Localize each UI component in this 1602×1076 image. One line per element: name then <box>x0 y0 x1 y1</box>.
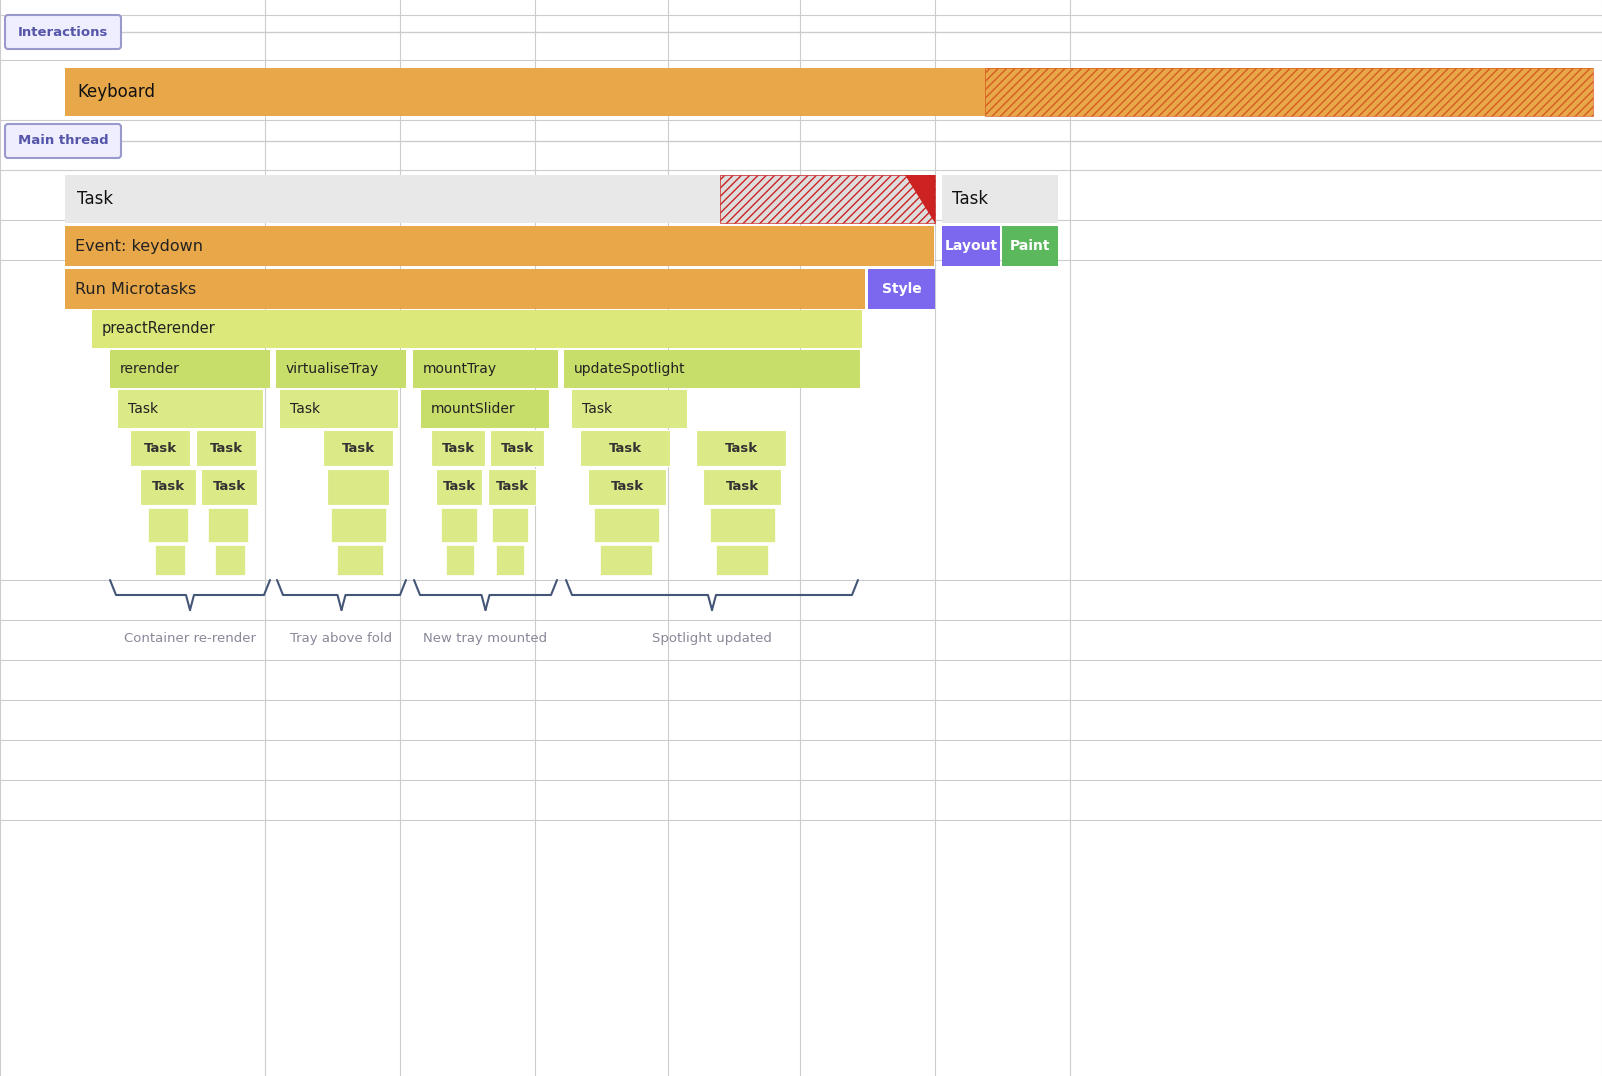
Bar <box>445 546 474 575</box>
Text: Main thread: Main thread <box>18 134 109 147</box>
Bar <box>276 350 405 388</box>
Bar <box>703 469 782 505</box>
Bar <box>601 546 652 575</box>
Text: Task: Task <box>582 402 612 416</box>
Bar <box>588 469 666 505</box>
Bar <box>985 68 1592 116</box>
Bar <box>489 469 537 505</box>
Text: Tray above fold: Tray above fold <box>290 632 392 645</box>
Bar <box>490 430 545 466</box>
Bar <box>130 430 191 466</box>
Bar <box>421 390 549 428</box>
Text: Interactions: Interactions <box>18 26 109 39</box>
Bar <box>492 508 529 542</box>
Bar <box>336 546 383 575</box>
Bar <box>695 430 787 466</box>
Bar <box>324 430 392 466</box>
Bar <box>594 508 658 542</box>
Text: mountSlider: mountSlider <box>431 402 516 416</box>
Bar <box>66 175 719 223</box>
Text: Container re-render: Container re-render <box>123 632 256 645</box>
Text: Task: Task <box>442 481 476 494</box>
Text: Task: Task <box>213 481 245 494</box>
Polygon shape <box>905 175 936 223</box>
Bar <box>327 469 389 505</box>
FancyBboxPatch shape <box>5 124 122 158</box>
Text: Layout: Layout <box>945 239 998 253</box>
Bar <box>1001 226 1057 266</box>
Text: Event: keydown: Event: keydown <box>75 239 203 254</box>
Text: Task: Task <box>77 190 114 208</box>
Bar <box>147 508 187 542</box>
Bar <box>942 175 1057 223</box>
Text: Task: Task <box>210 441 242 454</box>
Text: updateSpotlight: updateSpotlight <box>574 362 686 376</box>
Bar <box>719 175 936 223</box>
Text: Task: Task <box>500 441 533 454</box>
Bar <box>497 546 524 575</box>
Text: Task: Task <box>724 441 758 454</box>
Text: Paint: Paint <box>1009 239 1051 253</box>
Text: Task: Task <box>442 441 474 454</box>
Bar <box>111 350 271 388</box>
Bar <box>710 508 775 542</box>
Text: Task: Task <box>609 441 641 454</box>
Text: Task: Task <box>144 441 176 454</box>
Bar <box>436 469 482 505</box>
Bar <box>215 546 245 575</box>
Text: Task: Task <box>495 481 529 494</box>
Bar <box>985 68 1592 116</box>
Bar <box>580 430 670 466</box>
Bar <box>66 269 865 309</box>
FancyBboxPatch shape <box>5 15 122 49</box>
Text: Keyboard: Keyboard <box>77 83 155 101</box>
Bar <box>719 175 936 223</box>
Text: Run Microtasks: Run Microtasks <box>75 282 197 297</box>
Bar <box>91 310 862 348</box>
Bar <box>200 469 256 505</box>
Bar <box>431 430 485 466</box>
Bar <box>66 68 985 116</box>
Bar <box>413 350 557 388</box>
Text: Task: Task <box>952 190 988 208</box>
Text: New tray mounted: New tray mounted <box>423 632 548 645</box>
Bar <box>195 430 256 466</box>
Bar <box>868 269 936 309</box>
Bar <box>208 508 248 542</box>
Text: Task: Task <box>341 441 375 454</box>
Text: mountTray: mountTray <box>423 362 497 376</box>
Bar <box>280 390 397 428</box>
Text: Style: Style <box>881 282 921 296</box>
Bar <box>119 390 263 428</box>
Bar <box>139 469 195 505</box>
Bar <box>572 390 687 428</box>
Bar <box>564 350 860 388</box>
Bar <box>942 226 1000 266</box>
Text: Task: Task <box>290 402 320 416</box>
Text: Task: Task <box>152 481 184 494</box>
Bar <box>716 546 767 575</box>
Bar <box>332 508 386 542</box>
Bar <box>441 508 477 542</box>
Text: preactRerender: preactRerender <box>103 322 216 337</box>
Text: Task: Task <box>610 481 644 494</box>
Text: Task: Task <box>726 481 759 494</box>
Bar <box>155 546 184 575</box>
Text: Task: Task <box>128 402 159 416</box>
Text: rerender: rerender <box>120 362 179 376</box>
Text: Spotlight updated: Spotlight updated <box>652 632 772 645</box>
Bar <box>66 226 934 266</box>
Text: virtualiseTray: virtualiseTray <box>287 362 380 376</box>
